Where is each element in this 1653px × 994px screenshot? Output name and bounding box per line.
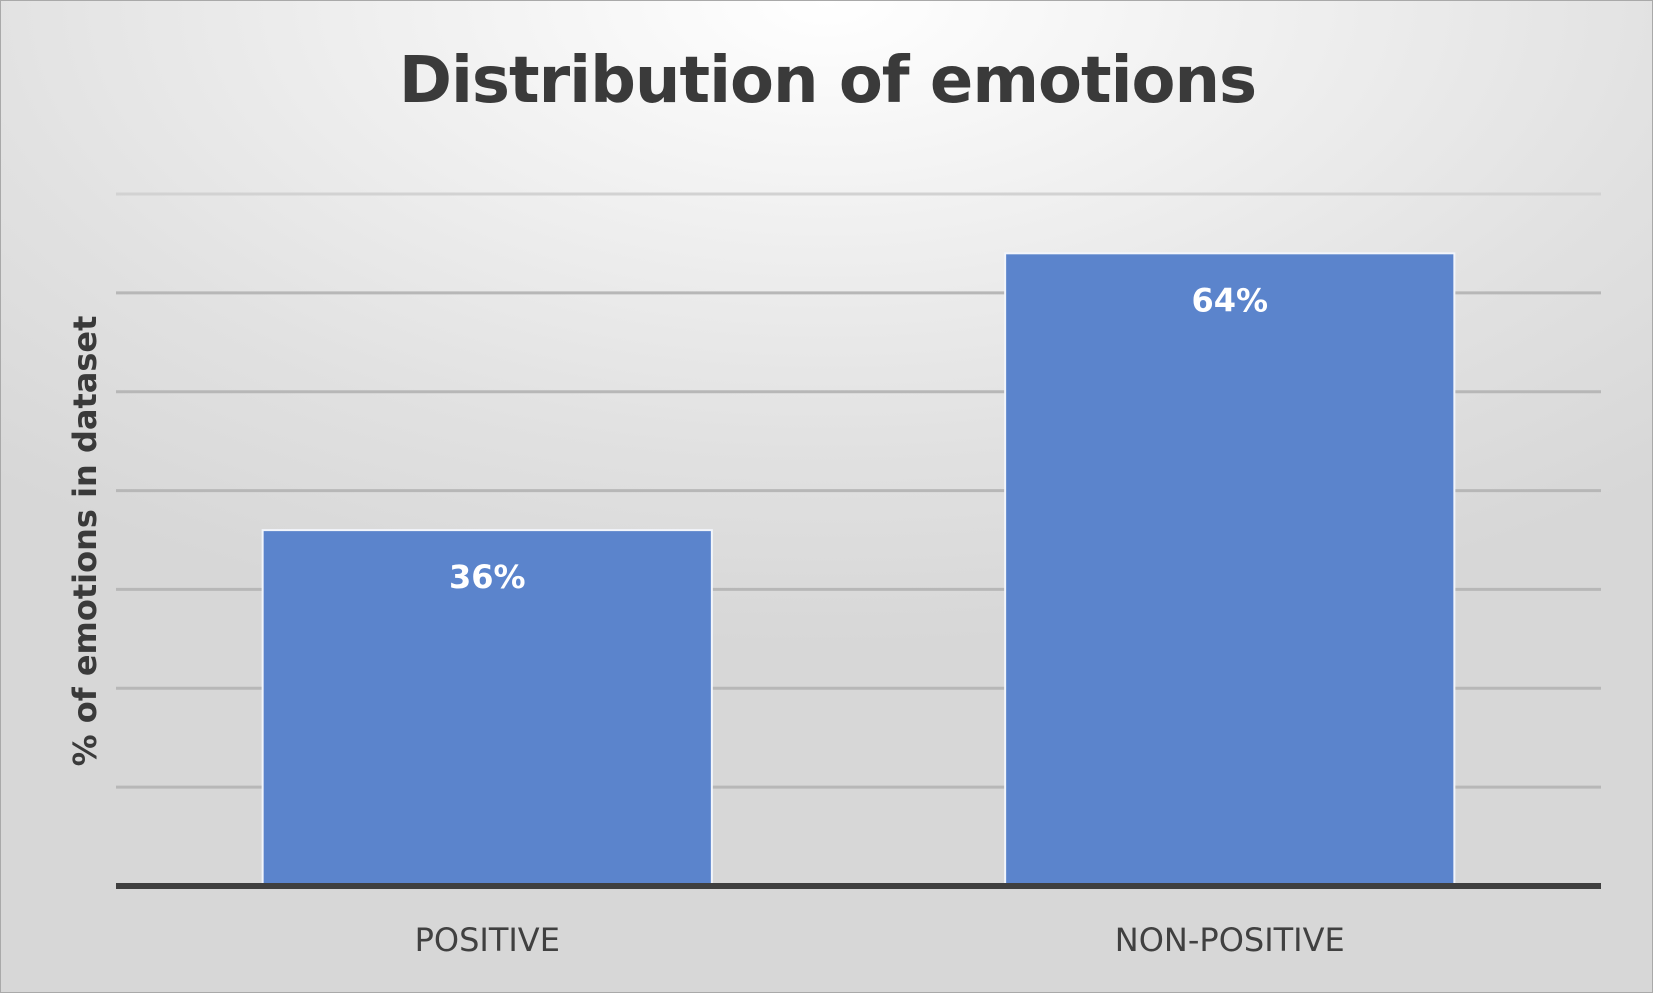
x-tick-label: NON-POSITIVE <box>1115 921 1345 959</box>
data-label: 36% <box>449 558 526 596</box>
data-label: 64% <box>1191 281 1268 319</box>
bar <box>1004 252 1456 888</box>
bar <box>261 529 713 887</box>
x-tick-label: POSITIVE <box>415 921 560 959</box>
chart-title: Distribution of emotions <box>398 44 1257 118</box>
